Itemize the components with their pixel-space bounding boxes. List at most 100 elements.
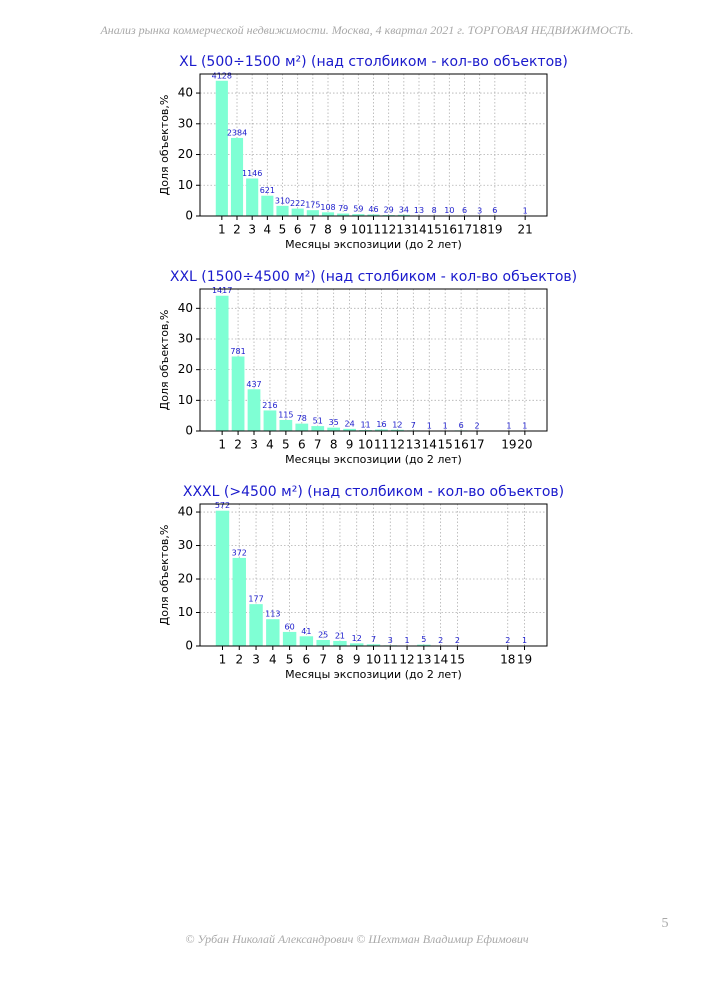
x-tick-label: 8	[324, 223, 332, 237]
x-tick-label: 6	[298, 438, 306, 452]
data-label: 29	[384, 206, 394, 215]
data-label: 41	[301, 627, 311, 636]
data-label: 2	[475, 421, 480, 430]
x-tick-label: 11	[383, 653, 398, 667]
x-tick-label: 10	[358, 438, 373, 452]
bar	[215, 510, 230, 646]
x-axis-label: Месяцы экспозиции (до 2 лет)	[285, 668, 462, 681]
bar	[337, 213, 350, 216]
x-tick-label: 4	[269, 653, 277, 667]
y-tick-label: 0	[185, 639, 193, 653]
x-tick-label: 13	[406, 438, 421, 452]
bar	[327, 427, 341, 431]
data-label: 175	[305, 201, 320, 210]
data-label: 372	[232, 548, 247, 557]
x-tick-label: 8	[336, 653, 344, 667]
footer: © Урбан Николай Александрович © Шехтман …	[185, 932, 528, 946]
data-label: 1	[443, 421, 448, 430]
x-tick-label: 5	[279, 223, 287, 237]
x-tick-label: 14	[411, 223, 426, 237]
y-tick-label: 0	[185, 424, 193, 438]
bar	[279, 419, 293, 431]
x-tick-label: 12	[390, 438, 405, 452]
bar	[350, 643, 364, 646]
data-label: 6	[459, 421, 464, 430]
x-tick-label: 14	[422, 438, 437, 452]
x-tick-label: 15	[438, 438, 453, 452]
bar	[276, 205, 289, 216]
data-label: 1	[522, 421, 527, 430]
x-tick-label: 18	[500, 653, 515, 667]
bar	[366, 644, 381, 646]
data-label: 16	[376, 420, 386, 429]
bar	[367, 214, 380, 216]
x-tick-label: 19	[487, 223, 502, 237]
data-label: 310	[275, 196, 290, 205]
x-tick-label: 18	[472, 223, 487, 237]
bar	[215, 295, 229, 431]
axes-frame	[199, 288, 548, 432]
data-label: 437	[246, 380, 261, 389]
x-tick-label: 6	[303, 653, 311, 667]
y-tick-label: 40	[178, 505, 193, 519]
x-tick-label: 2	[235, 653, 243, 667]
y-tick-label: 30	[178, 331, 193, 345]
bar	[391, 429, 404, 431]
data-label: 1	[405, 636, 410, 645]
bar	[266, 619, 280, 646]
bar	[261, 195, 274, 216]
bar	[247, 389, 261, 431]
x-tick-label: 5	[282, 438, 290, 452]
bar	[397, 214, 410, 216]
data-label: 79	[338, 204, 348, 213]
x-tick-label: 12	[381, 223, 396, 237]
data-label: 12	[392, 420, 402, 429]
data-label: 222	[290, 199, 305, 208]
y-axis-label: Доля объектов,%	[158, 95, 171, 196]
data-label: 113	[265, 610, 280, 619]
data-label: 51	[313, 417, 323, 426]
bar	[215, 80, 228, 216]
bar	[230, 137, 244, 216]
x-tick-label: 9	[339, 223, 347, 237]
bar	[352, 214, 365, 216]
x-tick-label: 21	[518, 223, 533, 237]
x-tick-label: 1	[218, 438, 226, 452]
x-tick-label: 16	[453, 438, 468, 452]
data-label: 572	[215, 501, 230, 510]
bar	[343, 428, 356, 431]
data-label: 2	[455, 636, 460, 645]
x-axis-label: Месяцы экспозиции (до 2 лет)	[285, 238, 462, 251]
x-tick-label: 17	[469, 438, 484, 452]
bar	[306, 210, 319, 216]
bar	[282, 631, 297, 646]
data-label: 3	[388, 636, 393, 645]
x-tick-label: 4	[264, 223, 272, 237]
data-label: 13	[414, 206, 424, 215]
data-label: 108	[320, 203, 335, 212]
data-label: 6	[462, 206, 467, 215]
y-tick-label: 0	[185, 209, 193, 223]
x-tick-label: 2	[234, 438, 242, 452]
y-tick-label: 10	[178, 178, 193, 192]
x-tick-label: 9	[346, 438, 354, 452]
x-tick-label: 10	[351, 223, 366, 237]
x-tick-label: 13	[396, 223, 411, 237]
x-tick-label: 7	[309, 223, 317, 237]
y-axis-label: Доля объектов,%	[158, 525, 171, 626]
y-tick-label: 20	[178, 362, 193, 376]
bar	[246, 178, 259, 216]
data-label: 2	[505, 636, 510, 645]
data-label: 12	[352, 634, 362, 643]
data-label: 216	[262, 401, 277, 410]
x-tick-label: 15	[450, 653, 465, 667]
x-tick-label: 5	[286, 653, 294, 667]
data-label: 1	[506, 421, 511, 430]
data-label: 7	[371, 635, 376, 644]
bar	[249, 604, 263, 646]
x-tick-label: 4	[266, 438, 274, 452]
x-tick-label: 17	[457, 223, 472, 237]
x-tick-label: 16	[442, 223, 457, 237]
x-tick-label: 19	[501, 438, 516, 452]
data-label: 4128	[212, 71, 232, 80]
